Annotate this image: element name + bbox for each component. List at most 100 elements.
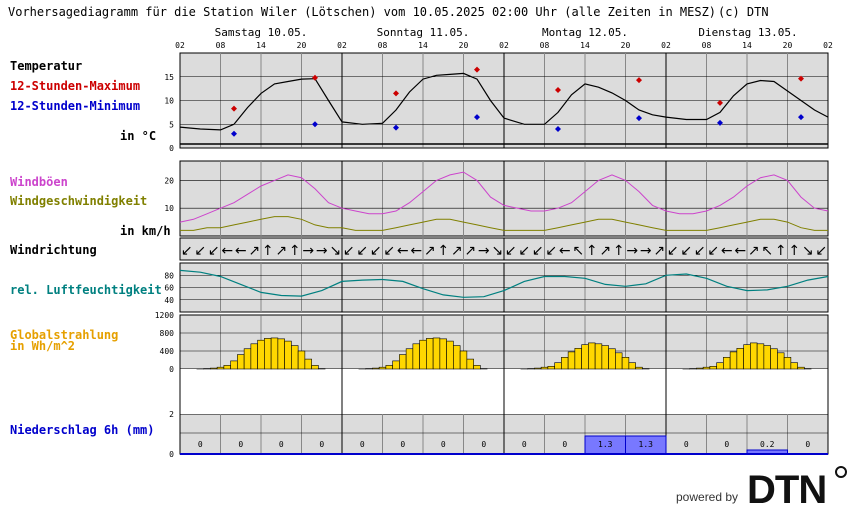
max-marker xyxy=(555,87,561,94)
label-temp-unit: in °C xyxy=(120,129,156,143)
temperature-series xyxy=(179,66,829,137)
rad-y-tick: 1200 xyxy=(155,311,174,320)
label-strahlung-1: Globalstrahlung xyxy=(10,328,118,342)
wind-arrow-icon: ← xyxy=(734,243,746,259)
radiation-bar xyxy=(608,348,616,370)
hour-tick-label: 20 xyxy=(297,41,307,50)
wind-arrow-icon: ↖ xyxy=(761,243,773,259)
wind-arrow-icon: ↗ xyxy=(248,243,260,259)
radiation-bar xyxy=(372,367,380,370)
radiation-bar xyxy=(723,356,731,370)
wind-arrow-icon: ↙ xyxy=(545,243,557,259)
wind-arrow-icon: ↙ xyxy=(181,243,193,259)
radiation-bar xyxy=(574,347,582,370)
label-windgeschw: Windgeschwindigkeit xyxy=(10,194,147,208)
rad-y-tick: 800 xyxy=(160,329,175,338)
label-windrichtung: Windrichtung xyxy=(10,243,97,257)
precip-value-label: 0 xyxy=(562,440,567,449)
wind-arrow-icon: ↑ xyxy=(437,243,449,259)
day-label-sun: Sonntag 11.05. xyxy=(377,26,470,39)
wind-arrow-icon: → xyxy=(478,243,490,259)
hour-tick-label: 08 xyxy=(540,41,550,50)
radiation-bar xyxy=(729,351,738,370)
wind-arrow-icon: ↙ xyxy=(208,243,220,259)
temp-y-tick: 15 xyxy=(164,73,174,82)
radiation-bar xyxy=(291,345,299,370)
radiation-bar xyxy=(561,356,569,370)
radiation-bar xyxy=(628,362,636,370)
dtn-logo-dot xyxy=(835,466,847,478)
radiation-bar xyxy=(777,352,785,370)
label-wind-unit: in km/h xyxy=(120,224,171,238)
temp-y-tick: 0 xyxy=(169,144,174,153)
wind-arrow-icon: ↙ xyxy=(667,243,679,259)
radiation-bar xyxy=(453,345,461,370)
wind-arrow-icon: ↗ xyxy=(275,243,287,259)
precip-value-label: 0 xyxy=(360,440,365,449)
wind-arrow-icon: ← xyxy=(235,243,247,259)
copyright: (c) DTN xyxy=(718,5,769,19)
radiation-bar xyxy=(257,339,265,370)
label-strahlung-2: in Wh/m^2 xyxy=(10,339,75,353)
gridlines xyxy=(179,53,829,454)
wind-arrow-icon: → xyxy=(626,243,638,259)
wind-arrow-icon: ← xyxy=(721,243,733,259)
wind-arrow-icon: ↙ xyxy=(680,243,692,259)
wind-arrow-icon: ← xyxy=(410,243,422,259)
hour-tick-label: 02 xyxy=(661,41,671,50)
precip-value-label: 0 xyxy=(441,440,446,449)
radiation-bar xyxy=(783,356,792,370)
rad-y-tick: 0 xyxy=(169,365,174,374)
wind-arrow-icon: ↙ xyxy=(370,243,382,259)
hour-tick-label: 08 xyxy=(702,41,712,50)
powered-by-text: powered by xyxy=(676,490,738,504)
min-marker xyxy=(474,114,480,121)
wind-arrow-icon: ↗ xyxy=(464,243,476,259)
hour-tick-row: 02 08 14 20 02 08 14 20 02 08 14 20 02 08 14 20 02 xyxy=(175,41,833,50)
wind-arrow-icon: ↗ xyxy=(599,243,611,259)
temp-y-tick: 5 xyxy=(169,120,174,129)
wind-arrow-icon: ↑ xyxy=(613,243,625,259)
label-temperatur: Temperatur xyxy=(10,59,82,73)
wind-arrow-icon: ↙ xyxy=(343,243,355,259)
hour-tick-label: 20 xyxy=(783,41,793,50)
radiation-bar xyxy=(601,345,609,370)
radiation-bar xyxy=(237,354,245,370)
radiation-bar xyxy=(392,360,400,370)
radiation-bar xyxy=(399,354,407,370)
hour-tick-label: 02 xyxy=(499,41,509,50)
min-marker xyxy=(555,126,561,132)
hour-tick-label: 14 xyxy=(742,41,752,50)
min-marker xyxy=(636,115,642,122)
radiation-bar xyxy=(621,356,630,370)
radiation-bar xyxy=(743,344,751,370)
radiation-bar xyxy=(270,337,279,370)
radiation-bar xyxy=(385,365,393,370)
hour-tick-label: 14 xyxy=(580,41,590,50)
label-feuchte: rel. Luftfeuchtigkeit xyxy=(10,283,162,297)
hour-tick-label: 20 xyxy=(459,41,469,50)
label-max: 12-Stunden-Maximum xyxy=(10,79,140,93)
max-marker xyxy=(798,75,804,82)
max-marker xyxy=(231,105,237,112)
radiation-bar xyxy=(702,366,711,370)
radiation-bar xyxy=(750,342,758,370)
radiation-bar xyxy=(405,348,414,370)
radiation-bar xyxy=(534,367,542,370)
max-marker xyxy=(474,66,480,73)
precip-value-label: 0 xyxy=(198,440,203,449)
max-marker xyxy=(312,74,318,81)
day-label-tue: Dienstag 13.05. xyxy=(698,26,797,39)
radiation-series xyxy=(196,337,812,370)
radiation-bar xyxy=(277,338,285,370)
radiation-bar xyxy=(304,358,312,370)
radiation-bar xyxy=(466,358,474,370)
wind-arrow-icon: ↙ xyxy=(505,243,517,259)
day-label-sat: Samstag 10.05. xyxy=(215,26,308,39)
dtn-logo: DTN xyxy=(747,468,826,512)
radiation-bar xyxy=(716,362,724,370)
wind-arrow-icon: → xyxy=(640,243,652,259)
precip-value-label: 0 xyxy=(400,440,405,449)
radiation-bar xyxy=(473,365,481,370)
